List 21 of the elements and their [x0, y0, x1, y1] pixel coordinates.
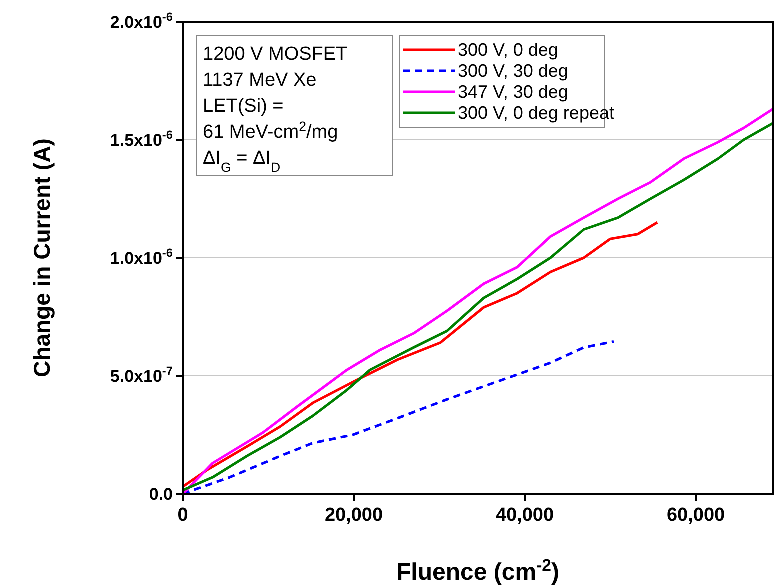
- line-series: [182, 221, 659, 488]
- x-tick-label: 20,000: [324, 505, 384, 526]
- x-axis-title: Fluence (cm$^{-2}$): [396, 556, 560, 586]
- legend-label: 300 V, 0 deg repeat: [458, 103, 614, 123]
- y-tick-label: 1.5x10$^{-6}$: [110, 128, 174, 150]
- x-tick-label: 60,000: [666, 505, 726, 526]
- x-tick-label: 0: [178, 505, 188, 526]
- legend-label: 300 V, 30 deg: [458, 61, 568, 81]
- legend-label: 347 V, 30 deg: [458, 82, 568, 102]
- y-tick-label: 1.0x10$^{-6}$: [110, 246, 174, 268]
- y-tick-label: 2.0x10$^{-6}$: [110, 10, 174, 32]
- y-axis-title: Change in Current (A): [29, 138, 55, 378]
- x-tick-label: 40,000: [496, 505, 554, 526]
- annotation: 61 MeV-cm$^{2}$/mg: [203, 118, 338, 143]
- annotation: LET(Si) =: [203, 96, 284, 117]
- annotation: ΔI$_{G}$ = ΔI$_{D}$: [203, 148, 281, 174]
- y-tick-label: 5.0x10$^{-7}$: [110, 364, 174, 386]
- y-tick-label: 0.0: [149, 485, 173, 504]
- annotation: 1200 V MOSFET: [203, 44, 348, 65]
- legend-label: 300 V, 0 deg: [458, 40, 558, 60]
- annotation: 1137 MeV Xe: [203, 70, 317, 91]
